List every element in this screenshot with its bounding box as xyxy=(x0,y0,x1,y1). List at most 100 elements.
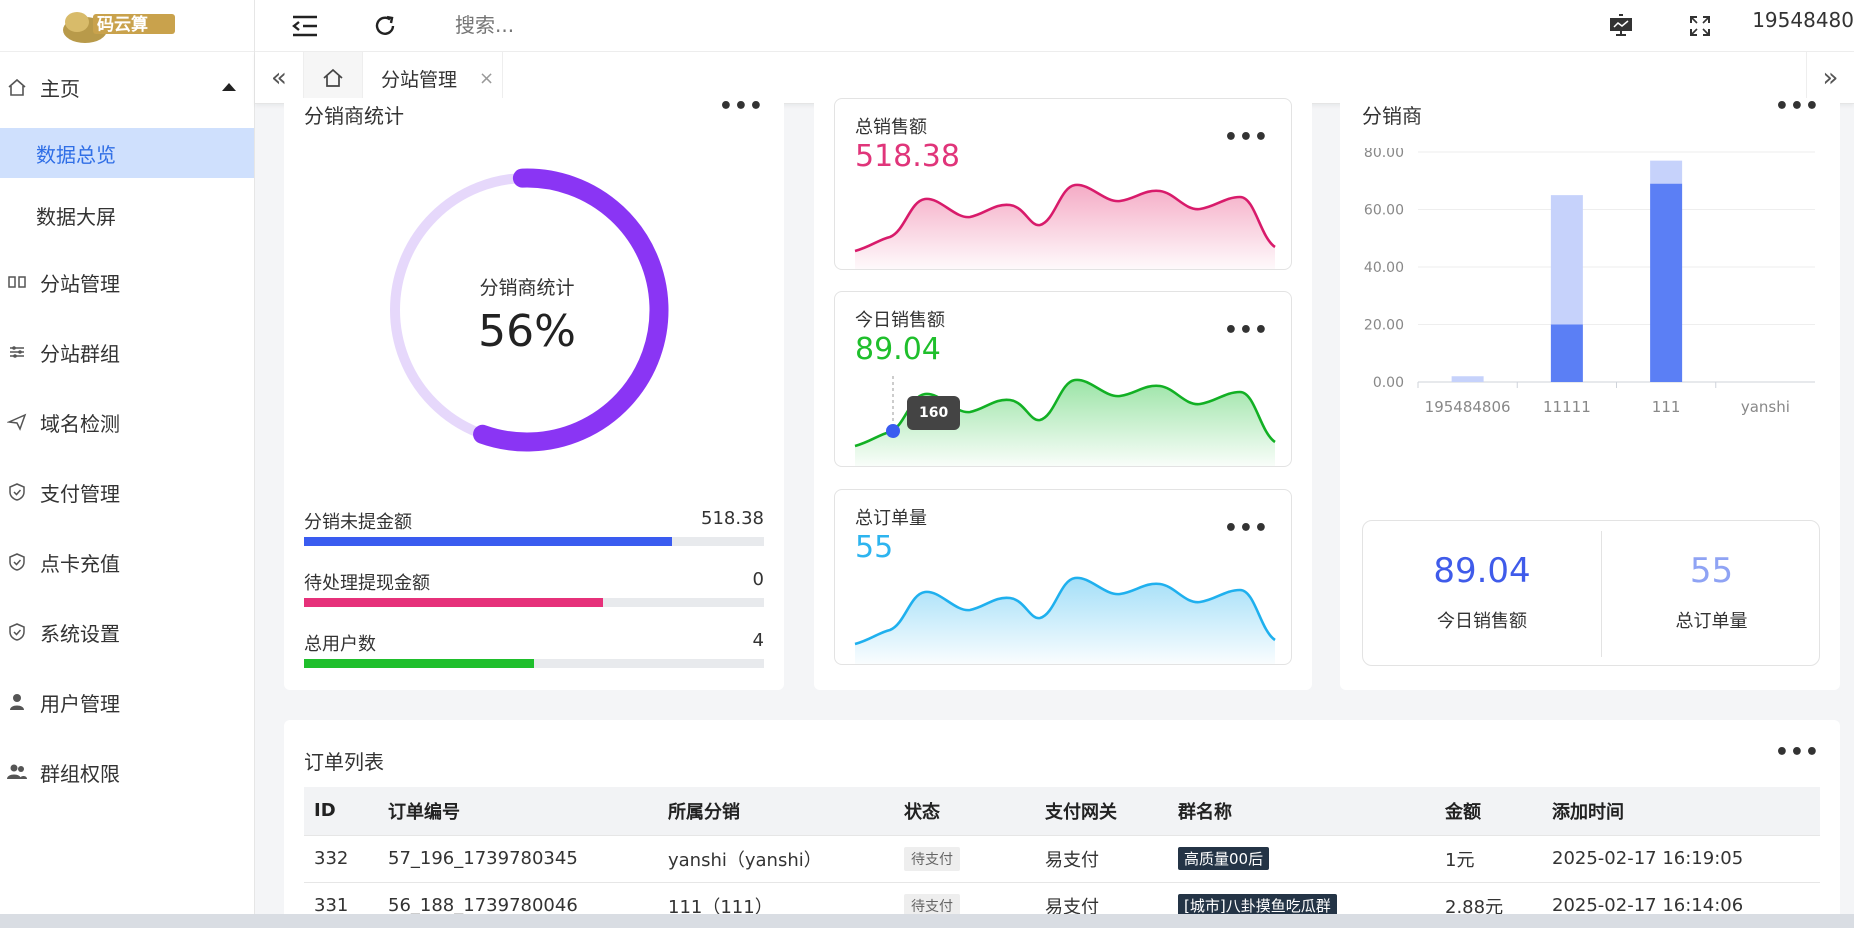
sidebar-item-users[interactable]: 用户管理 xyxy=(0,677,254,727)
sidebar: 码云算 主页 数据总览 数据大屏 分站管理 分站群组 xyxy=(0,0,255,928)
progress-fill-total-users xyxy=(304,659,534,668)
scroll-right-icon[interactable]: » xyxy=(1806,52,1854,104)
fullscreen-icon[interactable] xyxy=(1680,6,1720,46)
logo-area: 码云算 xyxy=(0,0,254,52)
bar-11111-s1[interactable] xyxy=(1550,195,1583,325)
sidebar-item-substation[interactable]: 分站管理 xyxy=(0,257,254,307)
more-options-icon[interactable]: ••• xyxy=(1774,94,1820,119)
cell-time: 2025-02-17 16:19:05 xyxy=(1542,834,1820,882)
x-tick-label: 195484806 xyxy=(1425,398,1511,416)
sidebar-item-substation-group[interactable]: 分站群组 xyxy=(0,327,254,377)
cell-id: 332 xyxy=(304,834,378,882)
donut-label: 分销商统计 xyxy=(479,277,575,299)
mini-card-value: 55 xyxy=(855,530,894,565)
collapse-menu-icon[interactable] xyxy=(285,6,325,46)
brand-logo[interactable]: 码云算 xyxy=(55,0,180,48)
progress-fill-withdrawable xyxy=(304,537,672,546)
group-badge: [城市]八卦摸鱼吃瓜群 xyxy=(1178,894,1337,918)
sidebar-item-card-recharge[interactable]: 点卡充值 xyxy=(0,537,254,587)
card-title: 分销商 xyxy=(1362,104,1422,128)
cell-gateway: 易支付 xyxy=(1035,834,1168,882)
cell-distributor: yanshi（yanshi） xyxy=(658,834,894,882)
users-icon xyxy=(6,761,28,783)
scroll-left-icon[interactable]: « xyxy=(271,63,287,93)
sparkline-today-sales xyxy=(854,376,1276,466)
sidebar-item-data-overview[interactable]: 数据总览 xyxy=(0,128,254,178)
column-header: 所属分销 xyxy=(658,787,894,835)
cell-order-no: 57_196_1739780345 xyxy=(378,834,658,882)
bar-111-s0[interactable] xyxy=(1650,183,1683,382)
taskbar-strip xyxy=(0,914,1854,928)
cell-amount: 1元 xyxy=(1435,834,1542,882)
donut-progress-arc xyxy=(385,168,669,452)
sidebar-item-home[interactable]: 主页 xyxy=(0,62,254,112)
columns-icon xyxy=(6,271,28,293)
sidebar-item-label: 分站群组 xyxy=(40,341,120,366)
sidebar-item-domain-check[interactable]: 域名检测 xyxy=(0,397,254,447)
tab-label: 分站管理 xyxy=(381,68,458,91)
sidebar-item-payment[interactable]: 支付管理 xyxy=(0,467,254,517)
home-icon xyxy=(6,76,28,98)
sidebar-item-group-permissions[interactable]: 群组权限 xyxy=(0,747,254,797)
card-title: 订单列表 xyxy=(304,750,384,774)
x-tick-label: 111 xyxy=(1652,398,1681,416)
paper-plane-icon xyxy=(6,411,28,433)
x-tick-label: 11111 xyxy=(1543,398,1591,416)
presentation-icon[interactable] xyxy=(1601,6,1641,46)
today-sales-card: 今日销售额 89.04 ••• 160 xyxy=(834,291,1292,467)
progress-fill-pending-withdrawal xyxy=(304,598,603,607)
sparkline-hover-point xyxy=(886,424,900,438)
y-tick-label: 80.00 xyxy=(1364,148,1404,161)
sparkline-total-orders xyxy=(854,576,1276,664)
x-tick-label: yanshi xyxy=(1741,398,1790,416)
sidebar-item-label: 数据大屏 xyxy=(36,204,116,229)
close-icon[interactable]: × xyxy=(479,67,495,89)
summary-today-sales-label: 今日销售额 xyxy=(1437,611,1527,632)
more-options-icon[interactable]: ••• xyxy=(718,94,764,119)
user-account-id[interactable]: 19548480 xyxy=(1752,8,1854,32)
tab-bar: « 分站管理 × » xyxy=(255,52,1854,104)
sidebar-item-label: 群组权限 xyxy=(40,761,120,786)
shield-check-icon xyxy=(6,551,28,573)
summary-total-orders-value: 55 xyxy=(1689,551,1734,591)
total-sales-card: 总销售额 518.38 ••• xyxy=(834,98,1292,270)
distributor-stats-card: 分销商统计 ••• 分销商统计 56% 分销未提金额 518.38 待处理提现金… xyxy=(284,94,784,690)
more-options-icon[interactable]: ••• xyxy=(1223,318,1269,343)
sidebar-item-label: 点卡充值 xyxy=(40,551,120,576)
refresh-icon[interactable] xyxy=(365,6,405,46)
progress-track xyxy=(304,659,764,668)
progress-value-total-users: 4 xyxy=(752,630,764,651)
mini-card-value: 518.38 xyxy=(855,139,960,174)
more-options-icon[interactable]: ••• xyxy=(1774,740,1820,765)
more-options-icon[interactable]: ••• xyxy=(1223,125,1269,150)
bar-195484806-s1[interactable] xyxy=(1451,376,1484,382)
more-options-icon[interactable]: ••• xyxy=(1223,516,1269,541)
column-header: 状态 xyxy=(894,787,1035,835)
bar-111-s1[interactable] xyxy=(1650,160,1683,184)
y-tick-label: 60.00 xyxy=(1364,203,1404,219)
search-input[interactable] xyxy=(455,8,855,42)
user-icon xyxy=(6,691,28,713)
column-header: 群名称 xyxy=(1168,787,1435,835)
progress-value-pending-withdrawal: 0 xyxy=(752,569,764,590)
table-row[interactable]: 332 57_196_1739780345 yanshi（yanshi） 待支付… xyxy=(304,834,1820,882)
summary-total-orders-label: 总订单量 xyxy=(1675,611,1748,632)
column-header: ID xyxy=(304,787,378,835)
sales-cards-container: 总销售额 518.38 ••• 今日销售额 89.04 ••• 160 总订单量… xyxy=(814,98,1312,690)
mini-card-value: 89.04 xyxy=(855,332,941,367)
column-header: 订单编号 xyxy=(378,787,658,835)
status-badge: 待支付 xyxy=(904,893,960,918)
bar-11111-s0[interactable] xyxy=(1550,324,1583,383)
shield-check-icon xyxy=(6,621,28,643)
sidebar-item-data-screen[interactable]: 数据大屏 xyxy=(0,190,254,240)
tab-substation-management[interactable]: 分站管理 × xyxy=(363,52,503,104)
group-badge: 高质量00后 xyxy=(1178,847,1270,870)
y-tick-label: 20.00 xyxy=(1364,318,1404,334)
total-orders-card: 总订单量 55 ••• xyxy=(834,489,1292,665)
summary-today-sales-value: 89.04 xyxy=(1433,551,1531,591)
sliders-icon xyxy=(6,341,28,363)
sidebar-item-settings[interactable]: 系统设置 xyxy=(0,607,254,657)
shield-check-icon xyxy=(6,481,28,503)
tab-home[interactable] xyxy=(303,52,363,104)
